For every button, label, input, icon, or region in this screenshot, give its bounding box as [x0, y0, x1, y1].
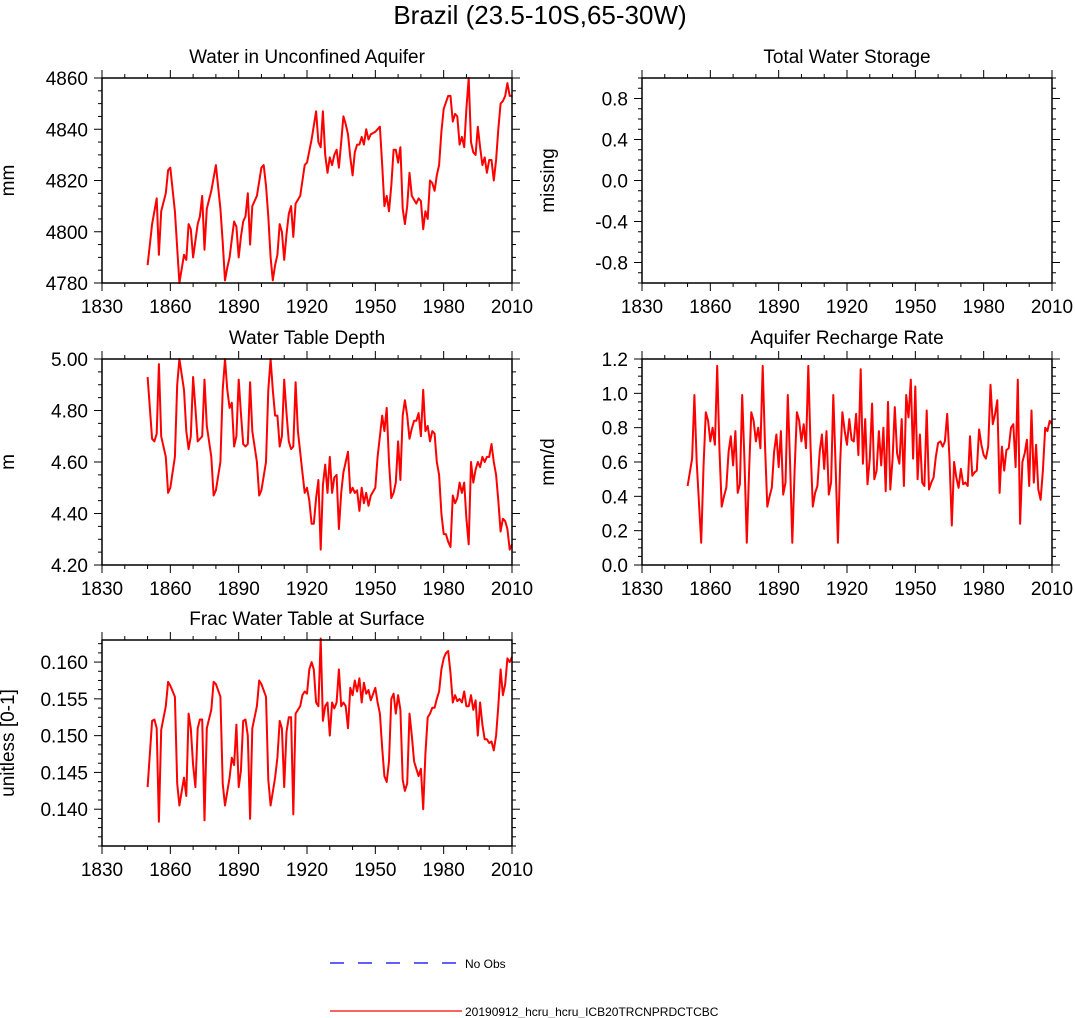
- y-tick-label: 0.4: [602, 131, 629, 152]
- y-tick-label: 4.40: [51, 505, 88, 526]
- y-tick-label: 4780: [46, 274, 88, 295]
- y-tick-label: 0.2: [602, 522, 628, 543]
- chart-panel: Water in Unconfined Aquifer mm 1830 1860 189…: [0, 47, 533, 318]
- series-line: [146, 358, 513, 551]
- x-tick-label: 1860: [689, 297, 731, 318]
- chart-panel: Aquifer Recharge Rate mm/d 1830 1860 1890 192…: [538, 328, 1073, 600]
- x-tick-label: 2010: [491, 860, 533, 881]
- y-axis-label: mm/d: [538, 438, 559, 486]
- chart-title: Frac Water Table at Surface: [189, 609, 425, 630]
- x-tick-label: 1890: [218, 860, 260, 881]
- x-tick-label: 1890: [758, 297, 800, 318]
- y-tick-label: 0.160: [40, 653, 88, 674]
- series-line: [146, 77, 512, 284]
- x-tick-label: 1830: [621, 579, 663, 600]
- y-tick-label: 4860: [46, 69, 88, 90]
- y-tick-label: 0.6: [602, 453, 628, 474]
- x-tick-label: 1860: [149, 297, 191, 318]
- chart-panel: Total Water Storage missing 1830 1860 1890 19…: [538, 47, 1073, 318]
- x-tick-label: 1830: [621, 297, 663, 318]
- y-tick-label: 0.150: [40, 727, 88, 748]
- y-tick-label: 4840: [46, 120, 88, 141]
- x-tick-label: 1950: [894, 297, 936, 318]
- plot-frame: [101, 77, 513, 284]
- y-axis-label: mm: [0, 165, 19, 197]
- x-tick-label: 1890: [218, 297, 260, 318]
- y-tick-label: -0.8: [595, 254, 628, 275]
- y-tick-label: 4800: [46, 223, 88, 244]
- y-axis-label: m: [0, 454, 19, 470]
- y-tick-label: 1.2: [602, 350, 628, 371]
- x-tick-label: 1980: [423, 579, 465, 600]
- chart-title: Water Table Depth: [229, 328, 385, 349]
- figure-title: Brazil (23.5-10S,65-30W): [393, 0, 686, 30]
- y-tick-label: 0.0: [602, 556, 628, 577]
- y-tick-label: 4.80: [51, 402, 88, 423]
- y-tick-label: 0.4: [602, 487, 629, 508]
- x-tick-label: 1830: [81, 297, 123, 318]
- chart-title: Aquifer Recharge Rate: [750, 328, 943, 349]
- y-tick-label: 0.8: [602, 90, 628, 111]
- y-tick-label: -0.4: [595, 213, 628, 234]
- x-tick-label: 1920: [286, 297, 328, 318]
- x-tick-label: 1860: [689, 579, 731, 600]
- x-tick-label: 1860: [149, 860, 191, 881]
- x-tick-label: 2010: [491, 297, 533, 318]
- y-tick-label: 0.0: [602, 172, 628, 193]
- x-tick-label: 1980: [423, 297, 465, 318]
- y-tick-label: 0.155: [40, 690, 88, 711]
- y-tick-label: 5.00: [51, 350, 88, 371]
- series-line: [686, 364, 1053, 544]
- y-axis-label: unitless [0-1]: [0, 689, 19, 797]
- y-tick-label: 4820: [46, 172, 88, 193]
- x-tick-label: 1920: [286, 579, 328, 600]
- x-tick-label: 1920: [286, 860, 328, 881]
- x-tick-label: 2010: [491, 579, 533, 600]
- y-tick-label: 0.140: [40, 800, 88, 821]
- chart-title: Water in Unconfined Aquifer: [189, 47, 426, 68]
- x-tick-label: 1920: [826, 579, 868, 600]
- x-tick-label: 2010: [1031, 297, 1073, 318]
- y-tick-label: 4.20: [51, 556, 88, 577]
- y-tick-label: 1.0: [602, 384, 628, 405]
- y-tick-label: 0.8: [602, 419, 628, 440]
- x-tick-label: 1980: [423, 860, 465, 881]
- x-tick-label: 2010: [1031, 579, 1073, 600]
- legend: No Obs 20190912_hcru_hcru_ICB20TRCNPRDCT…: [330, 957, 719, 1018]
- series-line: [146, 637, 513, 823]
- chart-title: Total Water Storage: [763, 47, 930, 68]
- x-tick-label: 1890: [758, 579, 800, 600]
- chart-panel: Water Table Depth m 1830 1860 1890 1920 1950 19…: [0, 328, 533, 600]
- chart-panel: Frac Water Table at Surface unitless [0-1…: [0, 609, 533, 881]
- y-tick-label: 4.60: [51, 453, 88, 474]
- y-axis-label: missing: [538, 148, 559, 212]
- x-tick-label: 1830: [81, 860, 123, 881]
- x-tick-label: 1890: [218, 579, 260, 600]
- x-tick-label: 1860: [149, 579, 191, 600]
- y-tick-label: 0.145: [40, 763, 88, 784]
- x-tick-label: 1950: [894, 579, 936, 600]
- legend-model-label: 20190912_hcru_hcru_ICB20TRCNPRDCTCBC: [465, 1005, 719, 1018]
- x-tick-label: 1950: [354, 860, 396, 881]
- legend-obs-label: No Obs: [465, 957, 506, 971]
- x-tick-label: 1980: [963, 579, 1005, 600]
- x-tick-label: 1950: [354, 297, 396, 318]
- plot-frame: [641, 77, 1053, 284]
- panels: Water in Unconfined Aquifer mm 1830 1860 189…: [0, 47, 1073, 881]
- x-tick-label: 1950: [354, 579, 396, 600]
- x-tick-label: 1980: [963, 297, 1005, 318]
- x-tick-label: 1830: [81, 579, 123, 600]
- x-tick-label: 1920: [826, 297, 868, 318]
